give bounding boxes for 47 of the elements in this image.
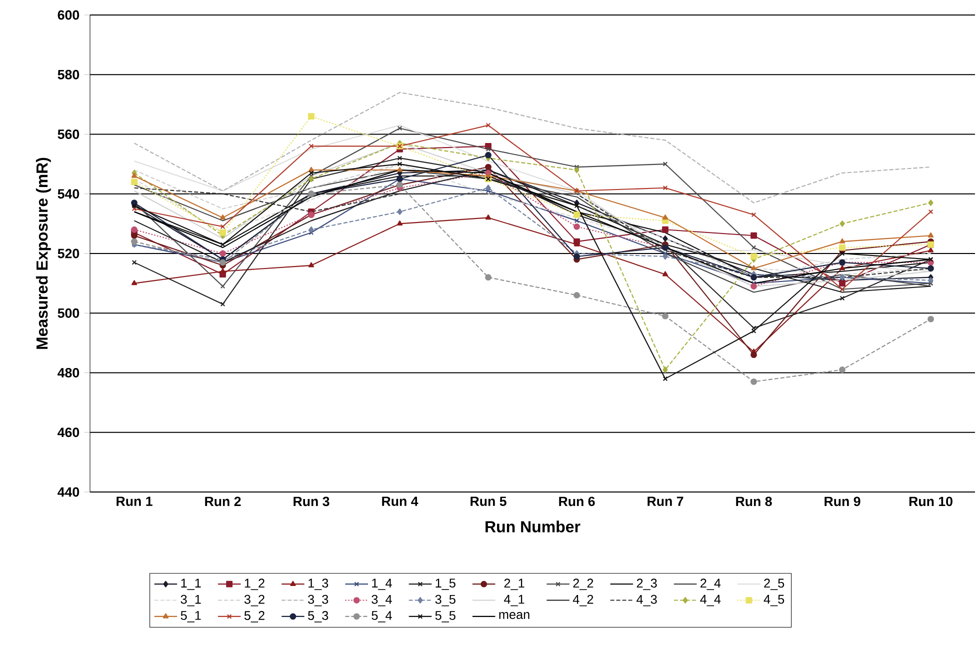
legend-label: 1_2 (244, 578, 264, 590)
y-tick-label: 440 (58, 487, 80, 497)
x-tick-label: Run 7 (648, 496, 684, 506)
legend-label: 1_4 (372, 578, 392, 590)
y-tick-label: 500 (58, 308, 80, 318)
legend-label: 4_4 (700, 594, 721, 606)
x-tick-label: Run 3 (294, 496, 330, 506)
legend-label: 3_3 (308, 594, 328, 606)
legend-label: 2_1 (504, 578, 524, 590)
y-tick-label: 520 (58, 248, 80, 258)
legend-label: 3_1 (180, 594, 201, 606)
y-tick-label: 580 (58, 70, 80, 80)
x-tick-label: Run 6 (559, 496, 595, 506)
legend-label: 5_1 (180, 611, 201, 622)
legend-label: 4_2 (572, 594, 594, 606)
legend-label: 3_5 (435, 594, 456, 606)
x-tick-label: Run 2 (205, 496, 241, 506)
x-tick-label: Run 10 (909, 496, 952, 506)
legend-label: 4_3 (636, 594, 657, 606)
legend-label: 5_4 (372, 611, 392, 622)
y-tick-label: 480 (58, 368, 80, 378)
y-tick-label: 540 (58, 189, 80, 199)
legend-label: 4_5 (764, 594, 784, 606)
legend-label: 5_2 (244, 611, 264, 622)
legend-label: 2_2 (573, 578, 594, 590)
legend-label: 5_3 (308, 611, 328, 622)
x-tick-label: Run 8 (736, 496, 772, 506)
x-tick-label: Run 1 (116, 496, 152, 506)
legend-label: 2_3 (636, 578, 657, 590)
x-axis-title: Run Number (486, 520, 580, 532)
legend-label: 2_4 (700, 578, 721, 590)
legend-label: 3_4 (372, 594, 392, 606)
x-tick-label: Run 9 (824, 496, 860, 506)
legend-label: 3_2 (244, 594, 264, 606)
y-tick-label: 600 (58, 10, 80, 20)
legend-label: 2_5 (764, 578, 784, 590)
legend-label: 1_5 (436, 578, 456, 590)
legend-label: 1_1 (181, 578, 201, 590)
x-tick-label: Run 4 (382, 496, 418, 506)
x-tick-label: Run 5 (470, 496, 506, 506)
y-axis-title: Measured Exposure (mR) (36, 158, 51, 349)
legend-label: mean (499, 612, 530, 619)
legend-label: 1_3 (308, 578, 328, 590)
y-tick-label: 460 (58, 428, 80, 438)
legend-label: 5_5 (435, 611, 456, 622)
legend-label: 4_1 (504, 594, 524, 606)
y-tick-label: 560 (58, 130, 80, 139)
